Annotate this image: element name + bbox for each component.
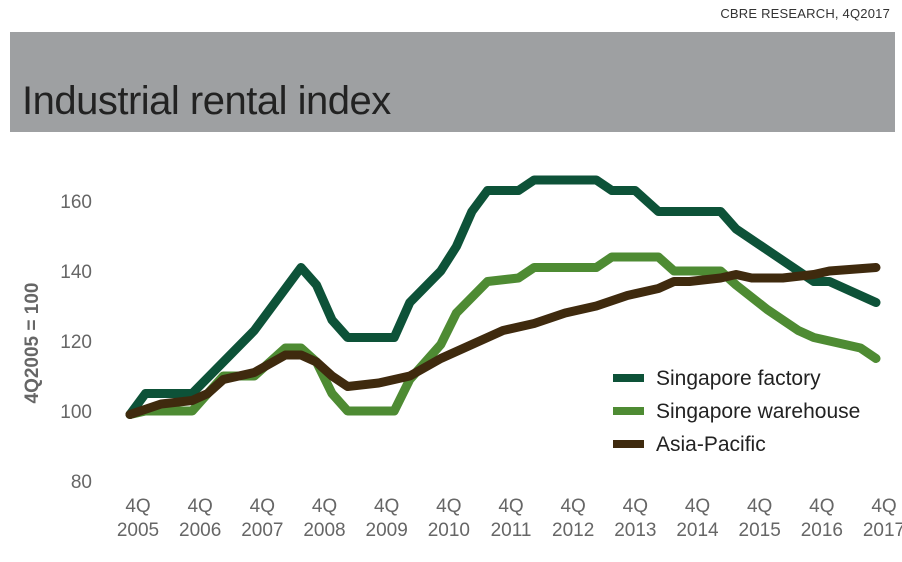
- x-tick-label-year: 2007: [241, 520, 283, 541]
- x-tick-label-quarter: 4Q: [498, 496, 523, 517]
- y-tick-label: 80: [71, 472, 92, 493]
- x-tick-label-quarter: 4Q: [250, 496, 275, 517]
- x-tick-label-year: 2013: [614, 520, 656, 541]
- x-tick-label-year: 2016: [801, 520, 843, 541]
- x-tick-label-year: 2017: [863, 520, 902, 541]
- x-tick-label-quarter: 4Q: [685, 496, 710, 517]
- x-tick-label-quarter: 4Q: [187, 496, 212, 517]
- x-tick-labels: 4Q 2005 4Q 2006 4Q 2007 4Q 2008 4Q 2009 4Q 2010 4Q 20…: [117, 496, 902, 541]
- x-tick-label-quarter: 4Q: [560, 496, 585, 517]
- series-line-singapore-factory: [125, 175, 881, 419]
- x-tick-label-quarter: 4Q: [374, 496, 399, 517]
- x-tick-label-year: 2008: [303, 520, 345, 541]
- legend-label: Asia-Pacific: [656, 433, 766, 456]
- y-tick-label: 120: [60, 332, 92, 353]
- x-tick-label-year: 2010: [428, 520, 470, 541]
- x-tick-label-quarter: 4Q: [436, 496, 461, 517]
- y-axis-label: 4Q2005 = 100: [22, 283, 43, 404]
- source-note: CBRE RESEARCH, 4Q2017: [720, 6, 890, 21]
- x-tick-label-year: 2005: [117, 520, 159, 541]
- x-tick-label-year: 2011: [491, 520, 532, 541]
- x-tick-label-quarter: 4Q: [871, 496, 896, 517]
- x-tick-label-year: 2015: [739, 520, 781, 541]
- series-line-asia-pacific: [125, 263, 881, 419]
- legend-label: Singapore warehouse: [656, 400, 860, 423]
- x-tick-label-year: 2014: [676, 520, 719, 541]
- legend: Singapore factory Singapore warehouse Asia…: [613, 367, 860, 456]
- y-tick-labels: 80 100 120 140 160: [60, 192, 92, 493]
- x-tick-label-year: 2009: [366, 520, 408, 541]
- x-tick-label-quarter: 4Q: [312, 496, 337, 517]
- y-tick-label: 100: [60, 402, 92, 423]
- series-lines: [125, 175, 881, 419]
- x-tick-label-quarter: 4Q: [809, 496, 834, 517]
- x-tick-label-quarter: 4Q: [623, 496, 648, 517]
- y-tick-label: 160: [60, 192, 92, 213]
- legend-label: Singapore factory: [656, 367, 821, 390]
- y-tick-label: 140: [60, 262, 92, 283]
- x-tick-label-quarter: 4Q: [125, 496, 150, 517]
- x-tick-label-year: 2006: [179, 520, 221, 541]
- x-tick-label-year: 2012: [552, 520, 594, 541]
- x-tick-label-quarter: 4Q: [747, 496, 772, 517]
- chart-title: Industrial rental index: [22, 79, 391, 123]
- title-banner: Industrial rental index: [10, 32, 895, 132]
